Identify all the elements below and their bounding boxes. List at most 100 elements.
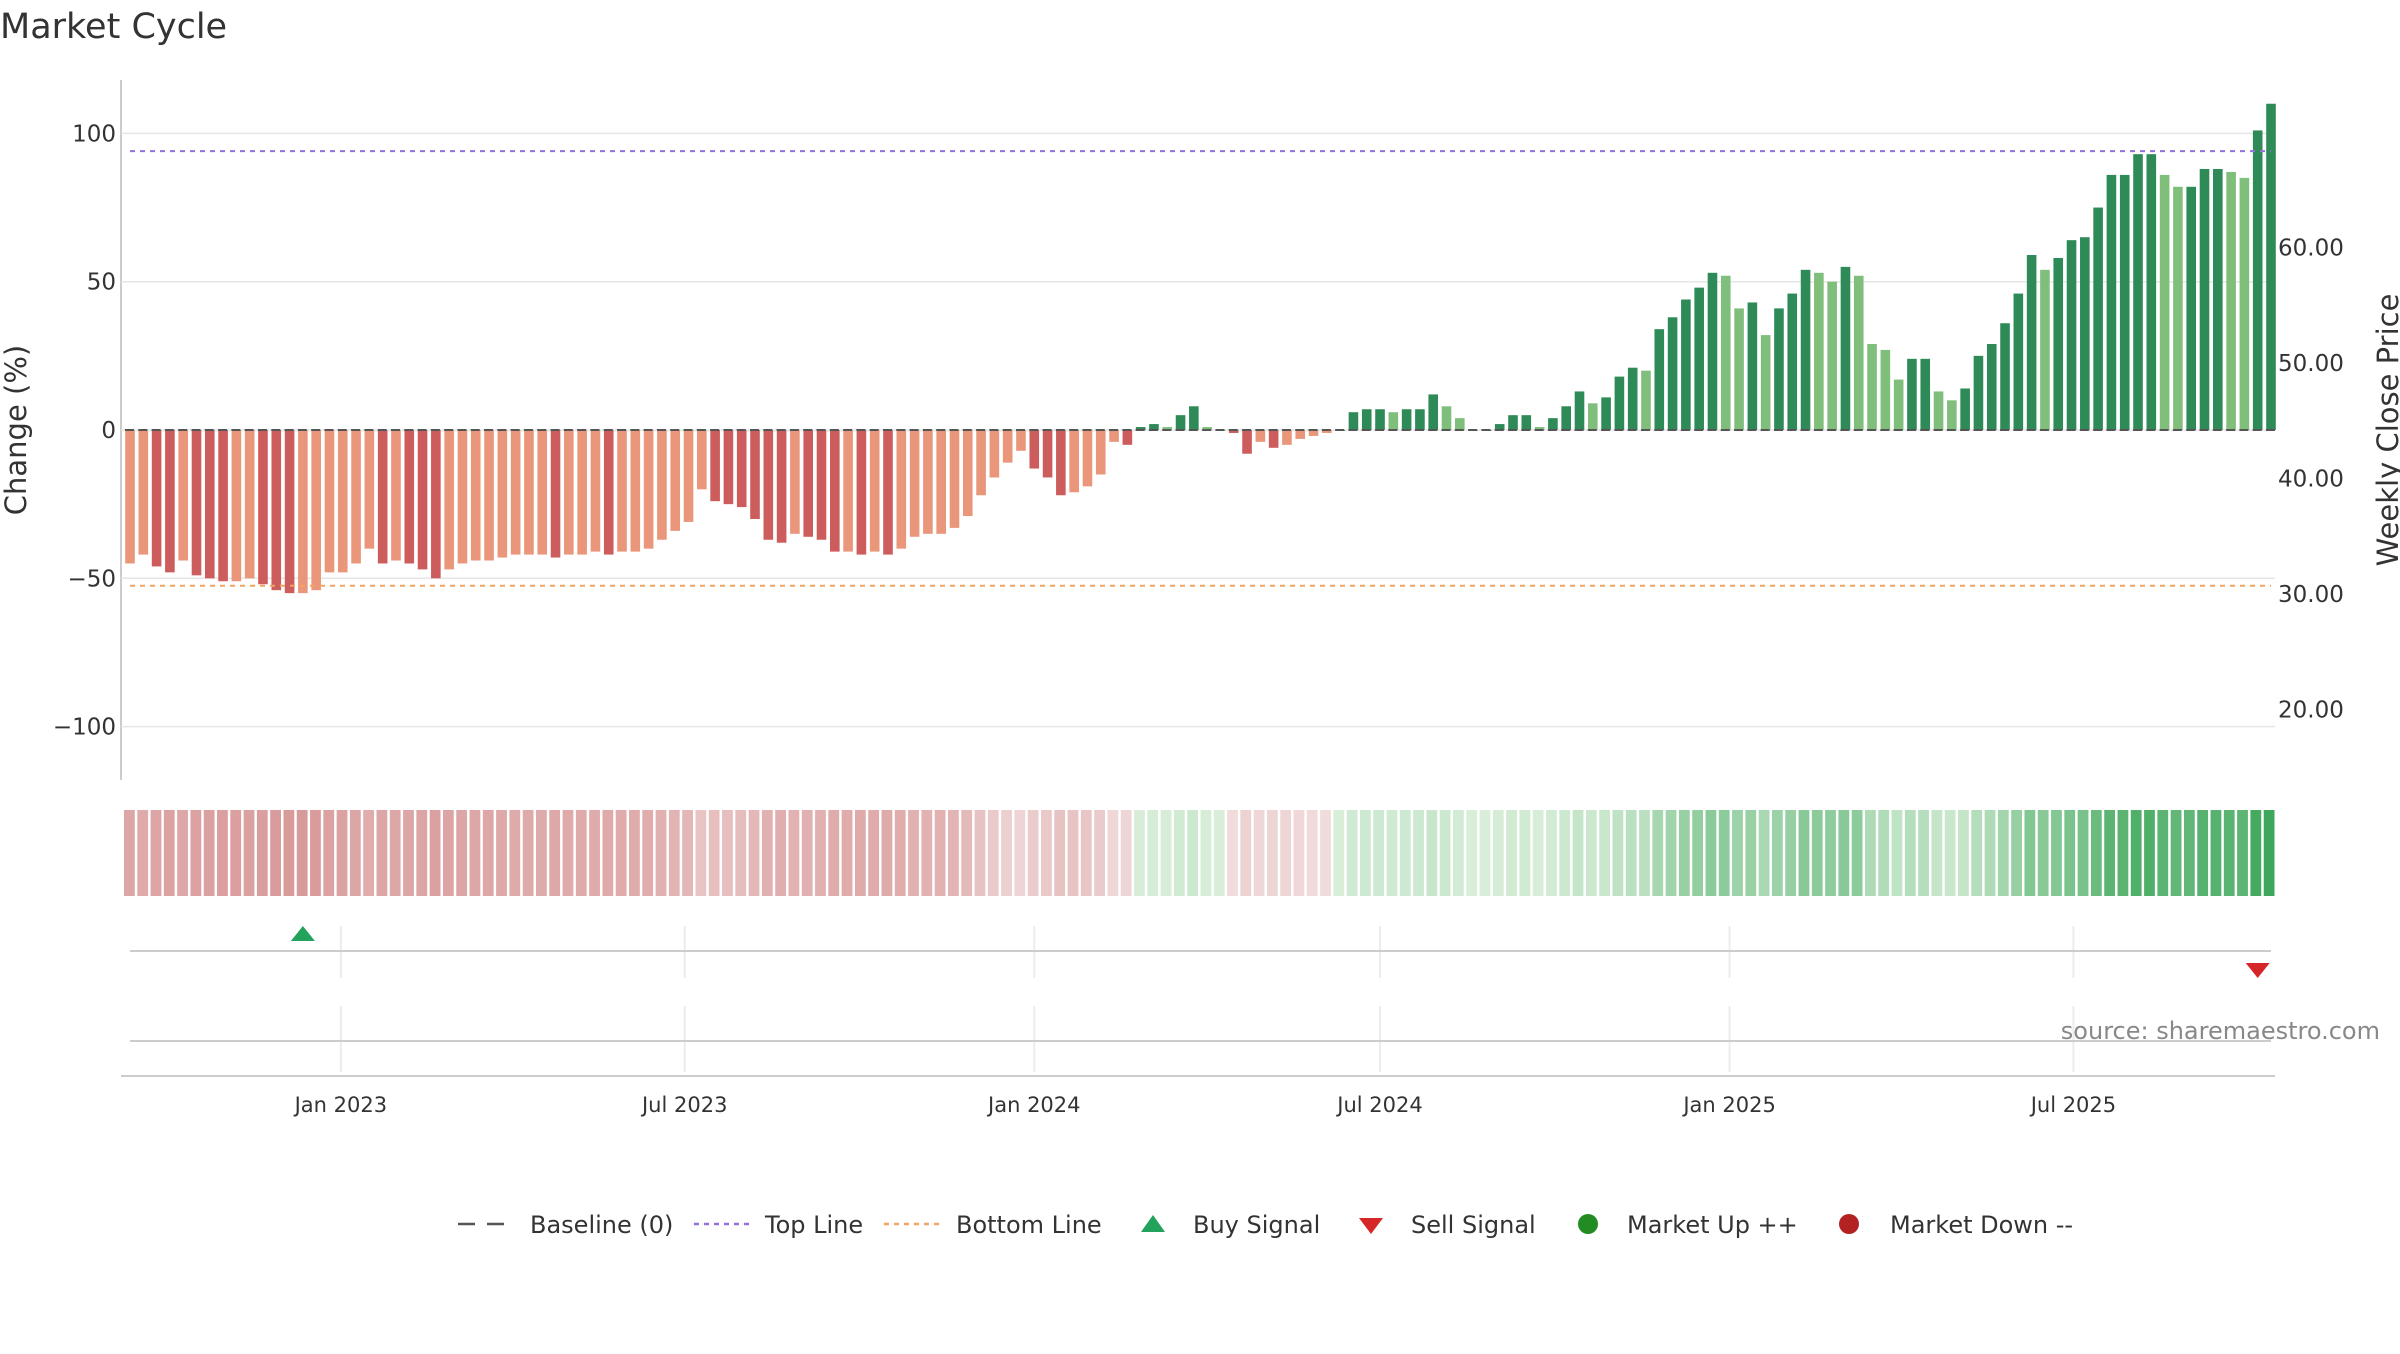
change-bar: [1694, 287, 1704, 430]
heat-cell: [854, 810, 866, 896]
change-bar: [683, 430, 694, 522]
change-bar: [1348, 412, 1359, 430]
heat-cell: [296, 810, 308, 896]
change-bar: [1508, 415, 1518, 430]
change-bar: [1907, 358, 1917, 430]
change-bar: [284, 430, 295, 594]
change-bar: [590, 430, 601, 552]
heat-cell: [894, 810, 906, 896]
change-bar: [1202, 427, 1212, 430]
heat-cell: [1240, 810, 1252, 896]
heat-cell: [828, 810, 840, 896]
change-bar: [218, 430, 228, 582]
change-bar: [1375, 409, 1385, 430]
heat-cell: [1080, 810, 1092, 896]
change-bar: [244, 430, 255, 579]
heat-cell: [947, 810, 959, 896]
change-bar: [2173, 186, 2183, 430]
heat-cell: [1359, 810, 1371, 896]
source-text: source: sharemaestro.com: [2061, 1017, 2380, 1045]
change-bar: [2093, 207, 2103, 430]
heat-cell: [682, 810, 693, 896]
change-bar: [2199, 168, 2210, 431]
heat-cell: [1519, 810, 1531, 896]
heat-cell: [456, 810, 468, 896]
heat-cell: [735, 810, 747, 896]
heat-cell: [974, 810, 986, 896]
change-bar: [1973, 355, 1984, 430]
heat-cell: [2064, 810, 2076, 896]
change-bar: [577, 430, 587, 555]
heat-cell: [2024, 810, 2036, 896]
change-bar: [1135, 427, 1146, 430]
heat-cell: [1373, 810, 1385, 896]
change-bar: [1734, 308, 1744, 430]
change-bar: [1268, 430, 1279, 448]
change-bar: [803, 430, 814, 537]
heat-cell: [150, 810, 162, 896]
x-tick-label: Jul 2025: [2029, 1093, 2116, 1117]
heat-cell: [695, 810, 707, 896]
change-bar: [151, 430, 162, 567]
heat-cell: [1187, 810, 1198, 896]
change-bar: [191, 430, 202, 576]
heat-cell: [403, 810, 414, 896]
heat-cell: [562, 810, 574, 896]
change-bar: [1242, 430, 1252, 454]
change-bar: [2106, 174, 2117, 430]
heat-cell: [1944, 810, 1956, 896]
heat-cell: [1758, 810, 1770, 896]
heat-cell: [1413, 810, 1424, 896]
y2-tick-label: 50.00: [2278, 351, 2344, 377]
change-bar: [1002, 430, 1013, 463]
heat-cell: [2170, 810, 2182, 896]
change-bar: [1800, 269, 1811, 430]
change-bar: [1654, 329, 1665, 430]
change-bar: [2066, 240, 2077, 430]
heat-cell: [1652, 810, 1664, 896]
change-bar: [1428, 394, 1439, 430]
change-bar: [1614, 376, 1625, 430]
heat-cell: [1838, 810, 1850, 896]
heat-cell: [1253, 810, 1265, 896]
change-bar: [1016, 430, 1026, 451]
heat-cell: [2263, 810, 2275, 896]
change-bar: [1986, 343, 1997, 430]
change-bar: [1282, 430, 1292, 445]
change-bar: [484, 430, 494, 561]
heat-cell: [1559, 810, 1571, 896]
change-bar: [1322, 430, 1332, 433]
change-bar: [736, 430, 747, 508]
heat-cell: [429, 810, 441, 896]
heat-cell: [589, 810, 600, 896]
change-bar: [1361, 409, 1372, 430]
heat-cell: [1107, 810, 1119, 896]
heat-cell: [1904, 810, 1916, 896]
heat-cell: [349, 810, 361, 896]
chart-title: Market Cycle: [0, 7, 227, 47]
change-bar: [1880, 349, 1891, 430]
heat-cell: [2157, 810, 2169, 896]
change-bar: [444, 430, 454, 570]
heat-cell: [1041, 810, 1052, 896]
change-bar: [830, 430, 840, 552]
heat-cell: [2197, 810, 2209, 896]
change-bar: [896, 430, 907, 549]
heat-cell: [788, 810, 800, 896]
legend: Baseline (0) Top Line Bottom Line Buy Si…: [458, 1211, 2073, 1239]
heat-cell: [668, 810, 680, 896]
change-bar: [1787, 293, 1798, 430]
y2-tick-label: 60.00: [2278, 235, 2344, 261]
heat-cell: [1466, 810, 1478, 896]
heat-cell: [2104, 810, 2116, 896]
x-tick-label: Jan 2024: [986, 1093, 1081, 1117]
x-tick-label: Jan 2023: [293, 1093, 388, 1117]
heat-cell: [1918, 810, 1929, 896]
change-bar: [1827, 281, 1837, 430]
heat-cell: [1227, 810, 1238, 896]
heat-cell: [363, 810, 375, 896]
change-bar: [962, 430, 973, 517]
change-bar: [1627, 367, 1638, 430]
heat-cell: [230, 810, 242, 896]
heat-cell: [190, 810, 202, 896]
